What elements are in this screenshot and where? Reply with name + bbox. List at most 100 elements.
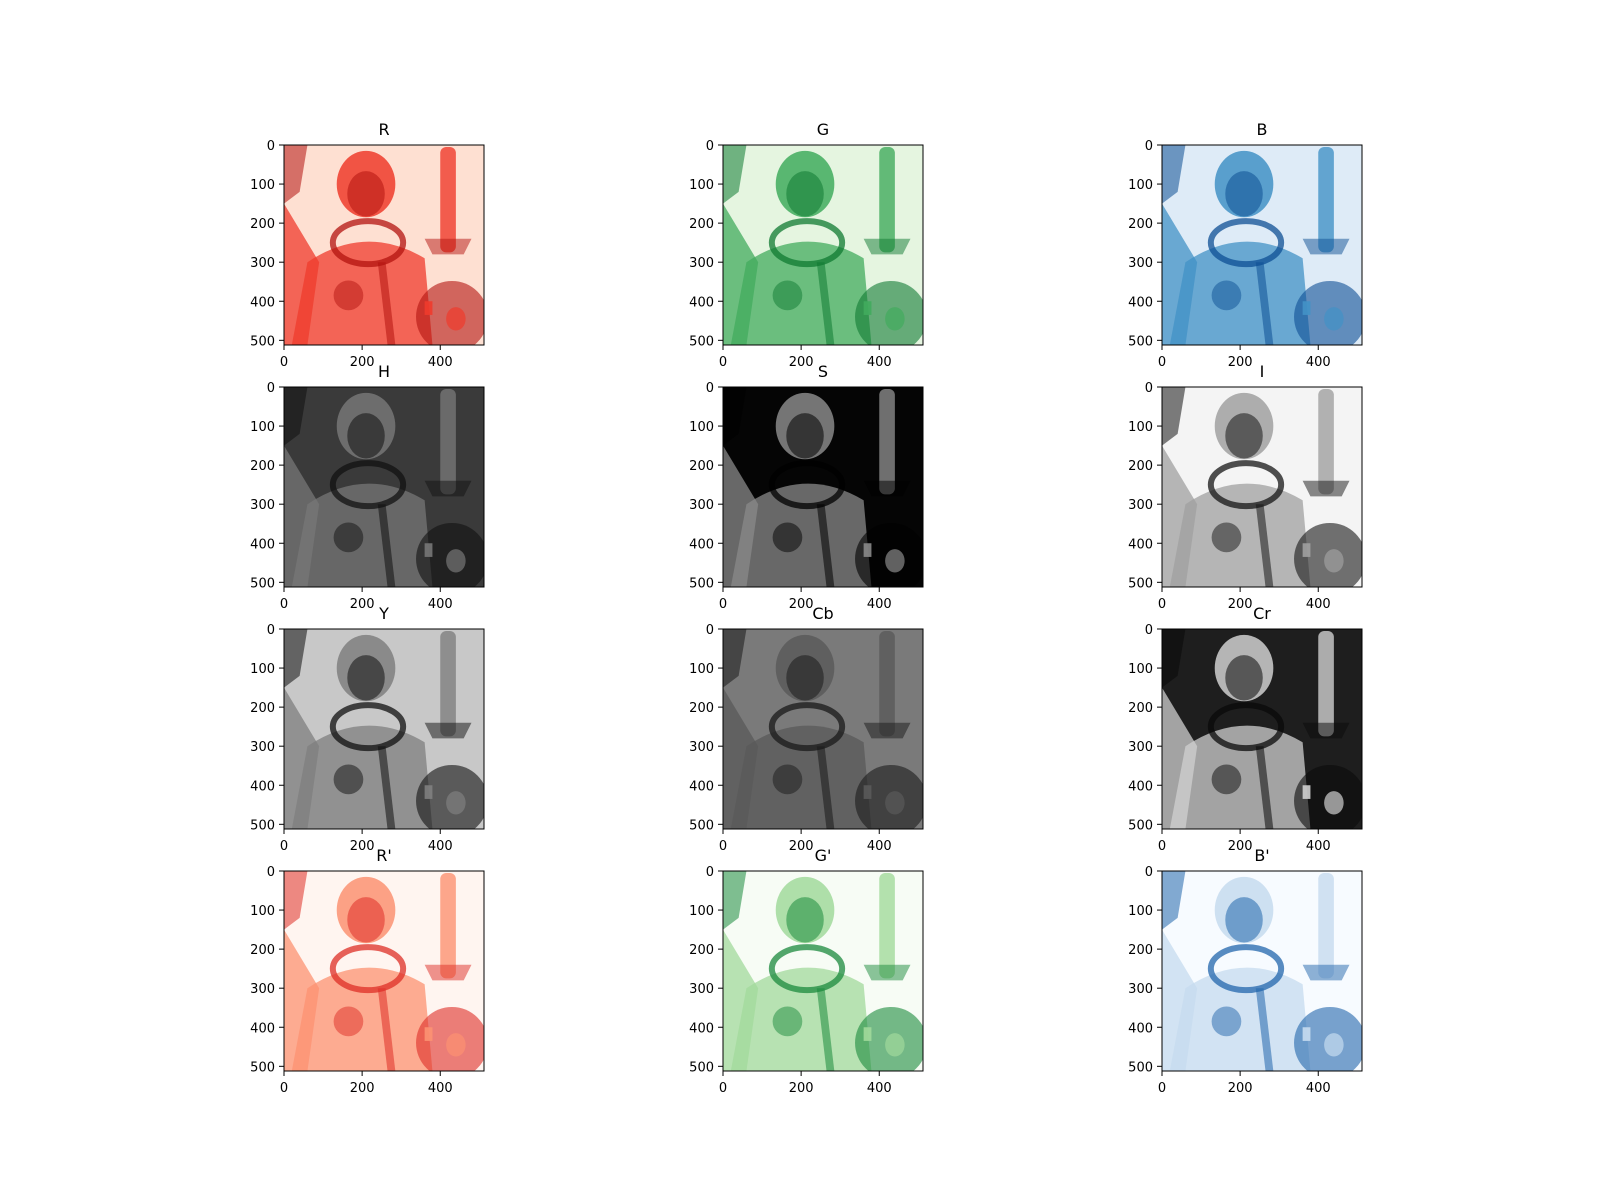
panel-cb: Cb 0 100 200 300 400 500 0 200 400 <box>689 604 924 854</box>
channel-image <box>723 145 923 345</box>
panel-title: R <box>378 120 389 139</box>
x-tick-label: 0 <box>1158 597 1166 612</box>
channel-image <box>1162 871 1362 1071</box>
channel-image <box>723 387 923 587</box>
channel-image <box>723 871 923 1071</box>
y-tick-label: 200 <box>250 459 275 474</box>
y-tick-label: 500 <box>689 1060 714 1075</box>
axes-frame <box>283 870 485 1072</box>
panel-title: R' <box>376 846 392 865</box>
x-tick-label: 0 <box>1158 839 1166 854</box>
y-tick-label: 400 <box>250 537 275 552</box>
x-tick-label: 400 <box>867 839 892 854</box>
y-tick-label: 500 <box>250 818 275 833</box>
y-tick-label: 0 <box>267 623 275 638</box>
y-tick-label: 100 <box>250 904 275 919</box>
y-tick-label: 300 <box>689 256 714 271</box>
x-tick-label: 400 <box>428 839 453 854</box>
panel-r: R 0 100 200 300 400 500 0 200 400 <box>250 120 485 370</box>
panel-title: B <box>1257 120 1268 139</box>
y-tick-label: 400 <box>689 295 714 310</box>
x-tick-label: 0 <box>719 1081 727 1096</box>
axes-frame <box>1161 144 1363 346</box>
y-tick-label: 300 <box>250 498 275 513</box>
x-tick-label: 200 <box>1228 355 1253 370</box>
y-tick-label: 100 <box>1128 904 1153 919</box>
panel-title: G <box>817 120 829 139</box>
panel-title: Y <box>378 604 389 623</box>
panel-title: Cb <box>812 604 833 623</box>
panel-r-prime: R' 0 100 200 300 400 500 0 200 400 <box>250 846 485 1096</box>
y-tick-label: 100 <box>689 662 714 677</box>
y-tick-label: 500 <box>689 576 714 591</box>
y-tick-label: 100 <box>689 420 714 435</box>
panel-b-prime: B' 0 100 200 300 400 500 0 200 400 <box>1128 846 1363 1096</box>
panel-title: B' <box>1254 846 1269 865</box>
y-tick-label: 400 <box>1128 779 1153 794</box>
y-tick-label: 400 <box>250 1021 275 1036</box>
y-tick-label: 0 <box>267 139 275 154</box>
x-tick-label: 200 <box>1228 839 1253 854</box>
panel-grid: R 0 100 200 300 400 500 0 200 400 G 0 100 200 300 400 50… <box>250 120 1363 1096</box>
y-tick-label: 400 <box>1128 1021 1153 1036</box>
y-tick-label: 0 <box>706 139 714 154</box>
y-tick-label: 500 <box>689 818 714 833</box>
x-tick-label: 200 <box>350 597 375 612</box>
y-tick-label: 300 <box>689 740 714 755</box>
y-tick-label: 300 <box>689 498 714 513</box>
y-tick-label: 100 <box>250 178 275 193</box>
x-tick-label: 0 <box>719 839 727 854</box>
x-tick-label: 0 <box>1158 355 1166 370</box>
axes-frame <box>1161 386 1363 588</box>
y-tick-label: 500 <box>689 334 714 349</box>
y-tick-label: 100 <box>689 904 714 919</box>
y-tick-label: 500 <box>1128 1060 1153 1075</box>
panel-title: G' <box>815 846 832 865</box>
y-tick-label: 400 <box>250 779 275 794</box>
x-tick-label: 0 <box>280 355 288 370</box>
y-tick-label: 500 <box>1128 334 1153 349</box>
y-tick-label: 0 <box>706 865 714 880</box>
x-tick-label: 400 <box>867 1081 892 1096</box>
y-tick-label: 500 <box>250 334 275 349</box>
axes-frame <box>283 144 485 346</box>
y-tick-label: 0 <box>1145 381 1153 396</box>
y-tick-label: 200 <box>1128 217 1153 232</box>
y-tick-label: 400 <box>689 779 714 794</box>
x-tick-label: 400 <box>867 597 892 612</box>
panel-title: H <box>378 362 390 381</box>
panel-cr: Cr 0 100 200 300 400 500 0 200 400 <box>1128 604 1363 854</box>
y-tick-label: 0 <box>1145 623 1153 638</box>
y-tick-label: 300 <box>250 982 275 997</box>
y-tick-label: 400 <box>1128 295 1153 310</box>
panel-h: H 0 100 200 300 400 500 0 200 400 <box>250 362 485 612</box>
axes-frame <box>283 386 485 588</box>
y-tick-label: 300 <box>1128 982 1153 997</box>
x-tick-label: 400 <box>428 1081 453 1096</box>
axes-frame <box>1161 870 1363 1072</box>
x-tick-label: 0 <box>1158 1081 1166 1096</box>
y-tick-label: 400 <box>689 1021 714 1036</box>
y-tick-label: 500 <box>250 1060 275 1075</box>
y-tick-label: 300 <box>250 256 275 271</box>
y-tick-label: 300 <box>250 740 275 755</box>
x-tick-label: 0 <box>719 355 727 370</box>
channel-image <box>284 629 484 829</box>
panel-g-prime: G' 0 100 200 300 400 500 0 200 400 <box>689 846 924 1096</box>
channel-image <box>284 871 484 1071</box>
x-tick-label: 200 <box>1228 597 1253 612</box>
panel-i: I 0 100 200 300 400 500 0 200 400 <box>1128 362 1363 612</box>
x-tick-label: 0 <box>719 597 727 612</box>
channel-image <box>1162 145 1362 345</box>
y-tick-label: 0 <box>1145 139 1153 154</box>
panel-title: Cr <box>1253 604 1271 623</box>
y-tick-label: 200 <box>250 217 275 232</box>
panel-b: B 0 100 200 300 400 500 0 200 400 <box>1128 120 1363 370</box>
y-tick-label: 500 <box>1128 818 1153 833</box>
y-tick-label: 100 <box>250 420 275 435</box>
x-tick-label: 400 <box>1306 839 1331 854</box>
y-tick-label: 400 <box>689 537 714 552</box>
channel-image <box>1162 387 1362 587</box>
y-tick-label: 200 <box>250 701 275 716</box>
